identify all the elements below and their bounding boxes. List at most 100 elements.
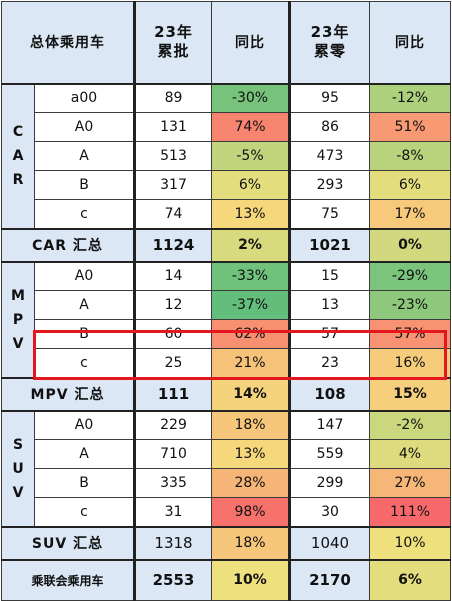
header-wholesale-line2: 累批	[157, 42, 190, 61]
header-retail-line1: 23年	[310, 23, 350, 42]
wholesale-cell: 335	[133, 468, 212, 498]
header-retail-yoy: 同比	[369, 1, 451, 84]
segment-cell: a00	[34, 82, 135, 113]
retail-cell: 299	[288, 468, 370, 498]
summary-label: MPV 汇总	[1, 376, 135, 411]
retail-cell: 147	[288, 409, 370, 440]
wholesale-yoy-cell: 28%	[211, 468, 290, 498]
summary-label: SUV 汇总	[1, 525, 135, 560]
retail-cell: 30	[288, 497, 370, 527]
group-letter: A	[12, 148, 24, 164]
summary-retail: 108	[288, 376, 370, 411]
summary-row-mpv: MPV 汇总 111 14% 108 15%	[1, 376, 451, 411]
group-letter: S	[12, 436, 24, 453]
summary-retail-yoy: 15%	[369, 376, 451, 411]
summary-wholesale-yoy: 18%	[211, 525, 290, 560]
wholesale-cell: 229	[133, 409, 212, 440]
wholesale-cell: 513	[133, 141, 212, 171]
summary-wholesale: 1318	[133, 525, 212, 560]
retail-yoy-cell: -2%	[369, 409, 451, 440]
summary-wholesale: 111	[133, 376, 212, 411]
wholesale-yoy-cell: -37%	[211, 290, 290, 320]
retail-yoy-cell: -12%	[369, 82, 451, 113]
table-row: B 60 62% 57 57%	[2, 319, 451, 349]
table-row: M P V A0 14 -33% 15 -29%	[1, 260, 451, 378]
wholesale-yoy-cell: 74%	[211, 112, 290, 142]
retail-yoy-cell: -23%	[369, 290, 451, 320]
wholesale-yoy-cell: 98%	[211, 497, 290, 527]
header-segment: 总体乘用车	[1, 1, 135, 84]
table-row: A 710 13% 559 4%	[2, 439, 451, 469]
table-row: S U V A0 229 18% 147 -2%	[1, 409, 451, 527]
summary-row-car: CAR 汇总 1124 2% 1021 0%	[1, 227, 451, 262]
group-letter: V	[12, 484, 24, 501]
summary-label: CAR 汇总	[1, 227, 135, 262]
header-retail: 23年 累零	[288, 1, 370, 84]
segment-cell: A	[34, 290, 135, 320]
wholesale-cell: 74	[133, 199, 212, 229]
wholesale-cell: 12	[133, 290, 212, 320]
retail-cell: 473	[288, 141, 370, 171]
table-row: A 513 -5% 473 -8%	[2, 141, 451, 171]
wholesale-yoy-cell: 21%	[211, 348, 290, 378]
retail-yoy-cell: 27%	[369, 468, 451, 498]
retail-cell: 15	[288, 260, 370, 291]
retail-cell: 559	[288, 439, 370, 469]
retail-yoy-cell: 6%	[369, 170, 451, 200]
retail-cell: 95	[288, 82, 370, 113]
wholesale-yoy-cell: -30%	[211, 82, 290, 113]
segment-cell: B	[34, 319, 135, 349]
header-wholesale-line1: 23年	[154, 23, 193, 42]
wholesale-yoy-cell: 18%	[211, 409, 290, 440]
summary-retail-yoy: 10%	[369, 525, 451, 560]
retail-yoy-cell: 4%	[369, 439, 451, 469]
segment-cell: A0	[34, 409, 135, 440]
summary-wholesale-yoy: 2%	[211, 227, 290, 262]
table-row: c 74 13% 75 17%	[2, 199, 451, 229]
summary-retail: 1040	[288, 525, 370, 560]
retail-yoy-cell: -29%	[369, 260, 451, 291]
segment-cell: A0	[34, 112, 135, 142]
group-letter: P	[12, 311, 24, 328]
table-row: A 12 -37% 13 -23%	[2, 290, 451, 320]
table-row: c 31 98% 30 111%	[2, 497, 451, 527]
retail-yoy-cell: 16%	[369, 348, 451, 378]
wholesale-yoy-cell: 62%	[211, 319, 290, 349]
wholesale-yoy-cell: 6%	[211, 170, 290, 200]
total-retail: 2170	[288, 558, 370, 601]
total-wholesale: 2553	[133, 558, 212, 601]
group-letter: U	[12, 460, 24, 477]
retail-cell: 75	[288, 199, 370, 229]
segment-cell: c	[34, 348, 135, 378]
wholesale-cell: 31	[133, 497, 212, 527]
wholesale-cell: 25	[133, 348, 212, 378]
segment-cell: B	[34, 468, 135, 498]
table-row: B 335 28% 299 27%	[2, 468, 451, 498]
header-wholesale-yoy: 同比	[211, 1, 290, 84]
retail-cell: 23	[288, 348, 370, 378]
segment-cell: A	[34, 439, 135, 469]
group-letter: V	[12, 335, 24, 352]
segment-cell: B	[34, 170, 135, 200]
header-wholesale: 23年 累批	[133, 1, 212, 84]
segment-cell: A	[34, 141, 135, 171]
retail-cell: 86	[288, 112, 370, 142]
table-row: c 25 21% 23 16%	[2, 348, 451, 378]
header-retail-line2: 累零	[313, 42, 346, 61]
wholesale-cell: 131	[133, 112, 212, 142]
table-row: B 317 6% 293 6%	[2, 170, 451, 200]
segment-cell: c	[34, 199, 135, 229]
retail-yoy-cell: 17%	[369, 199, 451, 229]
header-row: 总体乘用车 23年 累批 同比 23年 累零 同比	[1, 1, 451, 84]
wholesale-cell: 710	[133, 439, 212, 469]
wholesale-yoy-cell: 13%	[211, 439, 290, 469]
retail-yoy-cell: 111%	[369, 497, 451, 527]
summary-retail-yoy: 0%	[369, 227, 451, 262]
summary-wholesale-yoy: 14%	[211, 376, 290, 411]
